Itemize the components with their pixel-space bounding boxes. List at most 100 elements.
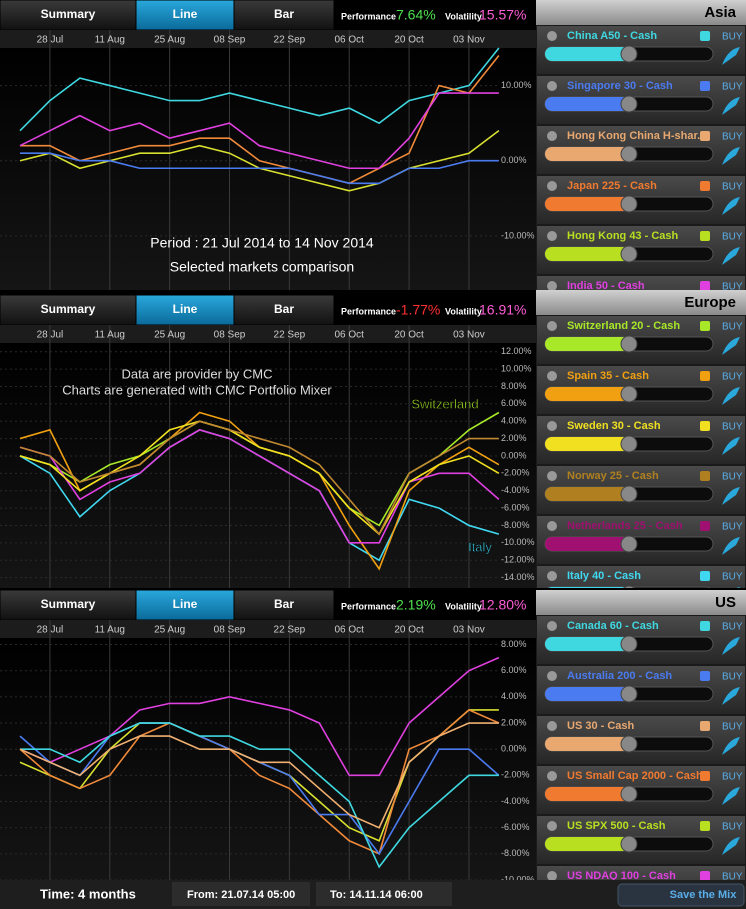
item-name[interactable]: Switzerland 20 - Cash — [567, 320, 680, 332]
buy-label[interactable]: BUY — [722, 622, 743, 633]
item-name[interactable]: Australia 200 - Cash — [567, 670, 672, 682]
slider-knob[interactable] — [620, 195, 638, 213]
series-label: Switzerland — [411, 396, 478, 411]
buy-label[interactable]: BUY — [722, 32, 743, 43]
tab[interactable] — [0, 0, 137, 31]
slider-knob[interactable] — [620, 735, 638, 753]
buy-arrow[interactable] — [722, 47, 740, 65]
item-icon — [547, 571, 557, 581]
buy-arrow[interactable] — [722, 337, 740, 355]
buy-label[interactable]: BUY — [722, 422, 743, 433]
tab-label[interactable]: Bar — [274, 302, 294, 316]
slider-knob[interactable] — [620, 635, 638, 653]
buy-label[interactable]: BUY — [722, 472, 743, 483]
slider-knob[interactable] — [621, 585, 637, 602]
item-name[interactable]: Norway 25 - Cash — [567, 470, 659, 482]
buy-label[interactable]: BUY — [722, 572, 743, 583]
slider-knob[interactable] — [620, 835, 638, 853]
buy-label[interactable]: BUY — [722, 282, 743, 293]
slider-fill — [548, 587, 626, 588]
buy-arrow[interactable] — [722, 147, 740, 165]
slider-knob[interactable] — [620, 385, 638, 403]
sidebar-title: US — [715, 594, 736, 611]
item-name[interactable]: Japan 225 - Cash — [567, 180, 657, 192]
tab-label[interactable]: Line — [173, 302, 198, 316]
slider-fill — [545, 737, 629, 751]
series-line — [19, 92, 499, 170]
slider-knob[interactable] — [620, 45, 638, 63]
item-name[interactable]: Hong Kong 43 - Cash — [567, 230, 679, 242]
buy-label[interactable]: BUY — [722, 322, 743, 333]
buy-arrow[interactable] — [722, 97, 740, 115]
item-name[interactable]: Sweden 30 - Cash — [567, 420, 661, 432]
save-label[interactable]: Save the Mix — [670, 889, 738, 901]
buy-arrow[interactable] — [722, 437, 740, 455]
buy-label[interactable]: BUY — [722, 772, 743, 783]
lock-icon — [700, 721, 710, 731]
item-name[interactable]: US 30 - Cash — [567, 720, 635, 732]
buy-label[interactable]: BUY — [722, 232, 743, 243]
slider-knob[interactable] — [620, 335, 638, 353]
buy-label[interactable]: BUY — [722, 872, 743, 883]
buy-arrow[interactable] — [722, 197, 740, 215]
buy-arrow[interactable] — [722, 247, 740, 265]
buy-label[interactable]: BUY — [722, 672, 743, 683]
buy-label[interactable]: BUY — [722, 372, 743, 383]
x-tick-label: 20 Oct — [394, 35, 424, 46]
save-button[interactable] — [617, 883, 745, 907]
buy-label[interactable]: BUY — [722, 182, 743, 193]
item-icon — [547, 471, 557, 481]
tab-label[interactable]: Summary — [41, 597, 96, 611]
item-name[interactable]: Netherlands 25 - Cash — [567, 520, 683, 532]
slider-knob[interactable] — [620, 145, 638, 163]
item-name[interactable]: US SPX 500 - Cash — [567, 820, 666, 832]
slider-knob[interactable] — [620, 95, 638, 113]
buy-label[interactable]: BUY — [722, 722, 743, 733]
tab-label[interactable]: Line — [173, 597, 198, 611]
buy-label[interactable]: BUY — [722, 132, 743, 143]
buy-arrow[interactable] — [722, 387, 740, 405]
slider-knob[interactable] — [620, 245, 638, 263]
tab-label[interactable]: Bar — [274, 597, 294, 611]
item-name[interactable]: US Small Cap 2000 - Cash — [567, 770, 703, 782]
slider-knob[interactable] — [620, 535, 638, 553]
item-name[interactable]: Italy 40 - Cash — [567, 570, 641, 582]
item-name[interactable]: Hong Kong China H-shar... — [567, 130, 706, 142]
tab-label[interactable]: Summary — [41, 302, 96, 316]
slider-fill — [545, 837, 629, 851]
buy-arrow[interactable] — [722, 787, 740, 805]
buy-arrow[interactable] — [722, 687, 740, 705]
buy-arrow[interactable] — [722, 737, 740, 755]
from-box — [172, 882, 310, 906]
buy-label[interactable]: BUY — [722, 822, 743, 833]
slider-knob[interactable] — [620, 485, 638, 503]
buy-arrow[interactable] — [722, 537, 740, 555]
tab-label[interactable]: Summary — [41, 7, 96, 21]
tab-label[interactable]: Line — [173, 7, 198, 21]
item-name[interactable]: Canada 60 - Cash — [567, 620, 659, 632]
buy-arrow[interactable] — [722, 837, 740, 855]
item-name[interactable]: China A50 - Cash — [567, 30, 657, 42]
sidebar-header — [536, 290, 746, 315]
y-tick-label: 2.00% — [501, 717, 527, 727]
tab[interactable] — [233, 0, 335, 31]
item-name[interactable]: Singapore 30 - Cash — [567, 80, 673, 92]
buy-label[interactable]: BUY — [722, 82, 743, 93]
y-tick-label: 10.00% — [501, 80, 532, 90]
item-name[interactable]: Spain 35 - Cash — [567, 370, 649, 382]
lock-icon — [700, 871, 710, 880]
slider-knob[interactable] — [620, 435, 638, 453]
slider-knob[interactable] — [620, 785, 638, 803]
slider-knob[interactable] — [620, 685, 638, 703]
item-name[interactable]: US NDAQ 100 - Cash — [567, 870, 676, 882]
buy-arrow[interactable] — [722, 487, 740, 505]
buy-arrow[interactable] — [722, 587, 740, 605]
buy-arrow[interactable] — [722, 637, 740, 655]
tab[interactable] — [233, 589, 335, 621]
plot-area — [0, 638, 536, 880]
tab-label[interactable]: Bar — [274, 7, 294, 21]
lock-icon — [700, 321, 710, 331]
tab[interactable] — [0, 589, 137, 621]
buy-label[interactable]: BUY — [722, 522, 743, 533]
item-name[interactable]: India 50 - Cash — [567, 280, 645, 292]
